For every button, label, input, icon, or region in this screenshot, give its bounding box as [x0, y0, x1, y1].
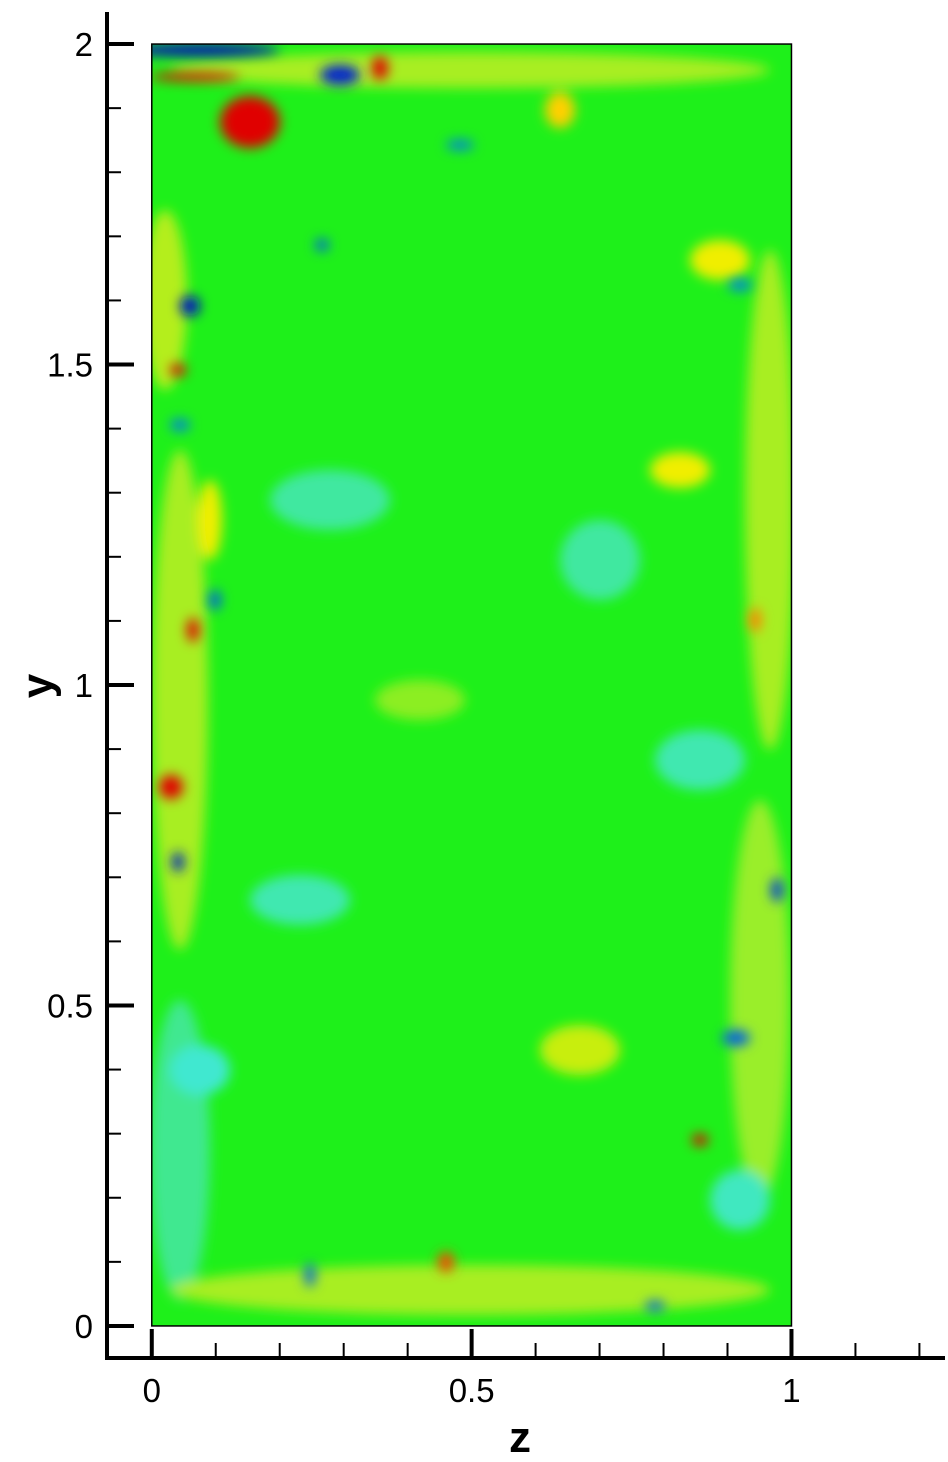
y-tick-label: 0.5 [47, 987, 93, 1024]
x-tick-label: 0.5 [449, 1372, 495, 1409]
x-tick-label: 0 [143, 1372, 161, 1409]
contour-field [151, 44, 792, 1326]
x-axis-title: z [509, 1413, 531, 1462]
y-axis-title: y [13, 673, 62, 698]
field-structures [151, 52, 792, 1315]
x-tick-label: 1 [782, 1372, 800, 1409]
field-extremes [151, 44, 783, 1311]
field-background [151, 44, 792, 1326]
y-tick-label: 2 [75, 26, 93, 63]
y-tick-label: 0 [75, 1308, 93, 1345]
y-tick-label: 1 [75, 667, 93, 704]
y-tick-label: 1.5 [47, 347, 93, 384]
plot-frame [151, 43, 793, 1327]
axes: 0 0.5 1 1.5 2 0 0.5 1 [47, 12, 945, 1409]
